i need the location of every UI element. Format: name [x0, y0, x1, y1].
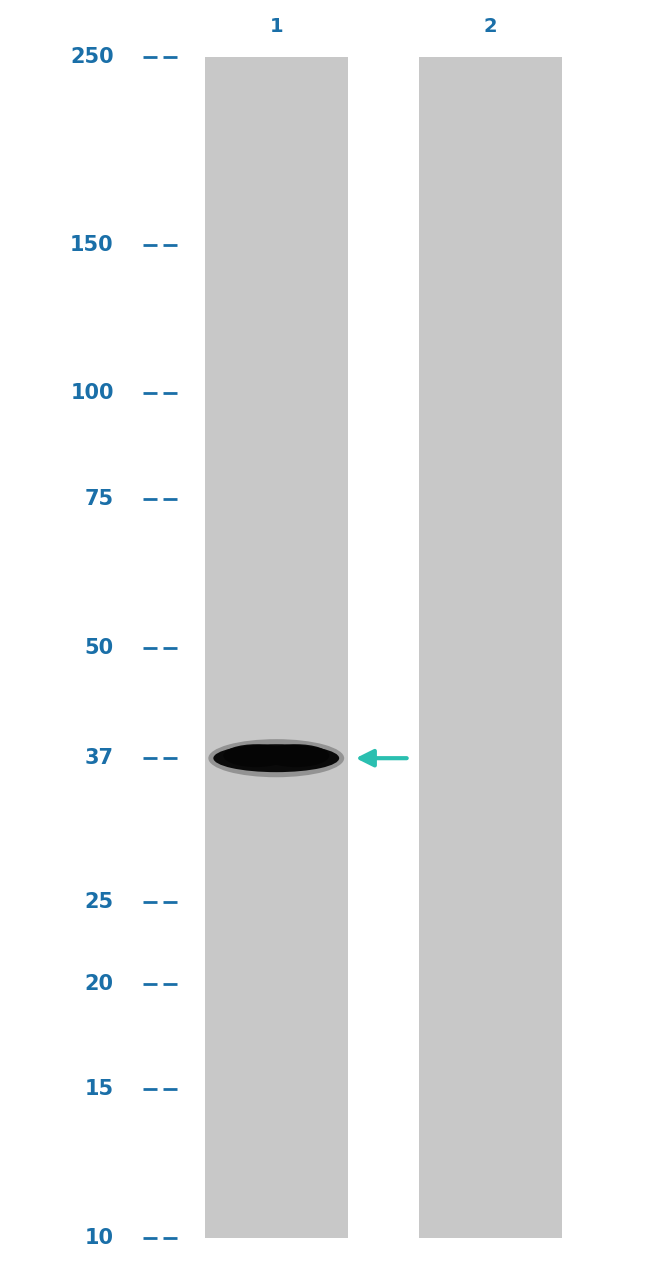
Ellipse shape — [209, 739, 344, 777]
Ellipse shape — [224, 744, 289, 767]
Text: 15: 15 — [84, 1080, 114, 1100]
Text: 50: 50 — [84, 638, 114, 658]
Bar — [419, 57, 562, 1238]
Text: 10: 10 — [84, 1228, 114, 1248]
Text: 1: 1 — [270, 17, 283, 36]
Text: 250: 250 — [70, 47, 114, 67]
Ellipse shape — [213, 744, 339, 772]
Text: 37: 37 — [84, 748, 114, 768]
Text: 25: 25 — [84, 892, 114, 912]
Text: 20: 20 — [84, 974, 114, 994]
Text: 75: 75 — [84, 489, 114, 509]
Bar — [205, 57, 348, 1238]
Text: 150: 150 — [70, 235, 114, 254]
Text: 2: 2 — [484, 17, 497, 36]
Ellipse shape — [263, 744, 329, 767]
Text: 100: 100 — [70, 384, 114, 404]
